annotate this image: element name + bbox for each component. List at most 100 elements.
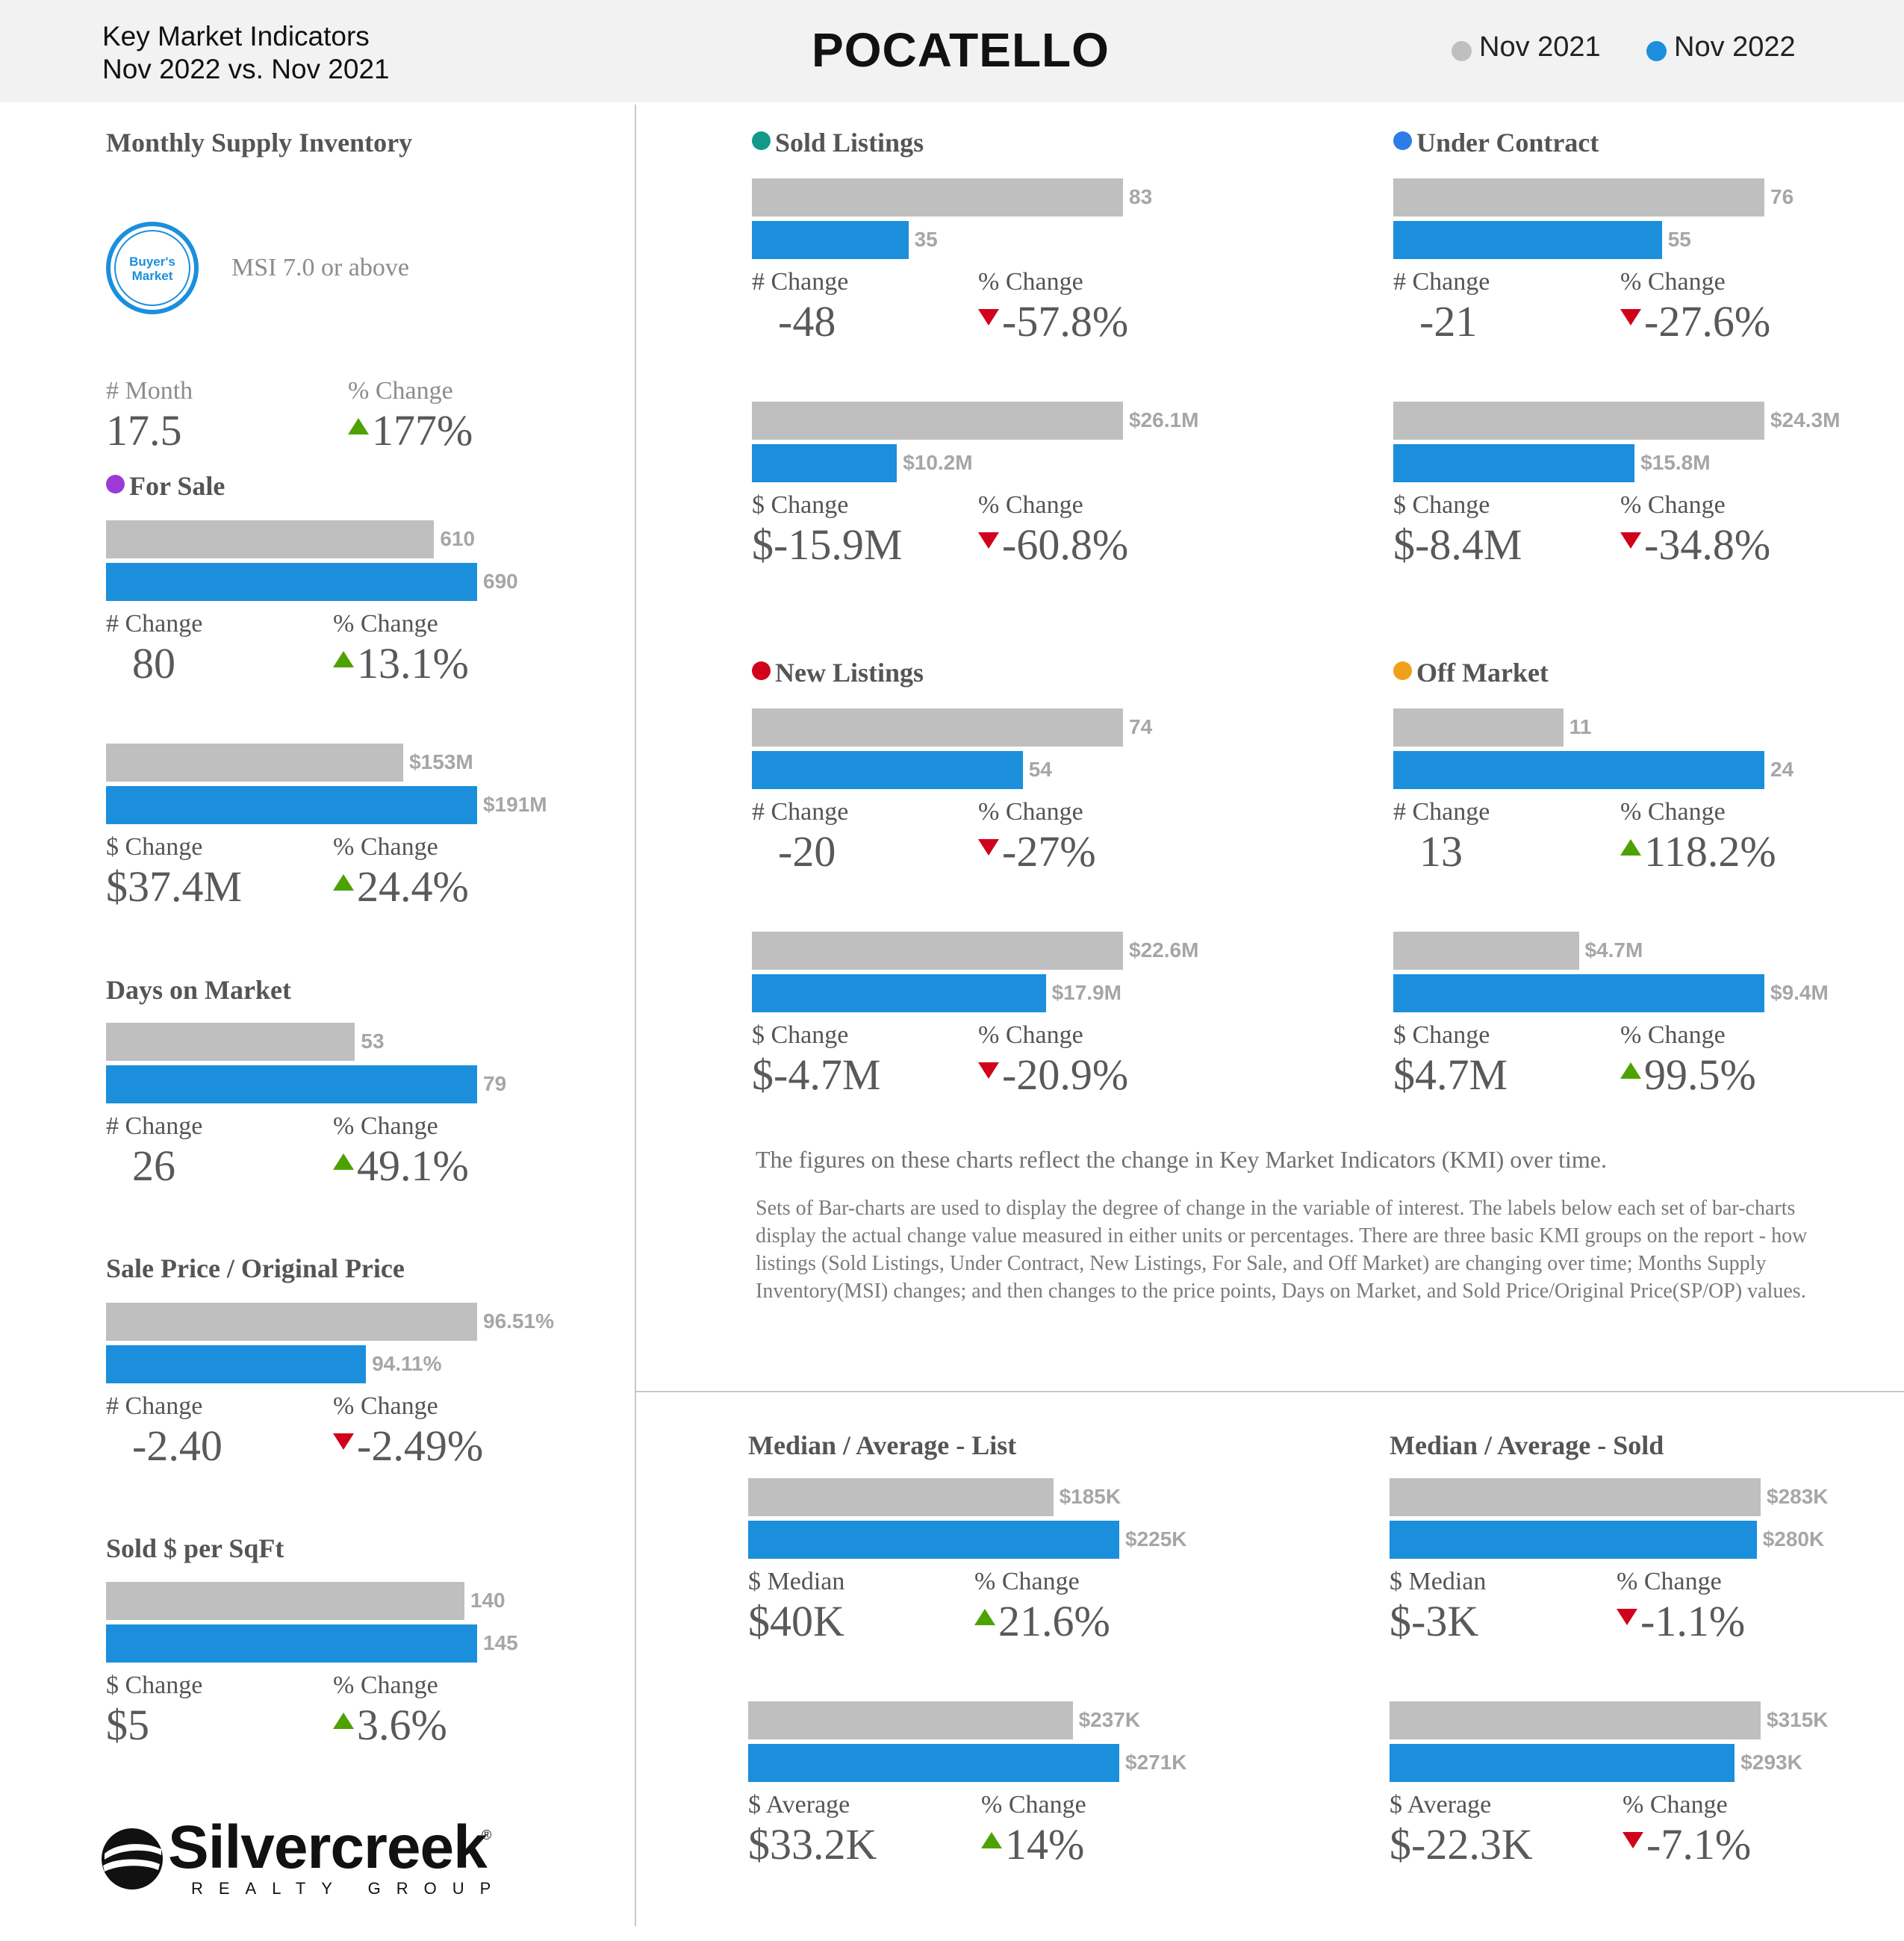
pct-text: 3.6%: [357, 1701, 447, 1749]
bar-curr: [1393, 751, 1764, 789]
bar-value-label: $10.2M: [903, 451, 973, 474]
bar-curr: [752, 751, 1023, 789]
for-sale-dot-icon: [106, 475, 125, 493]
pct-text: -27%: [1002, 827, 1096, 876]
pct-text: 13.1%: [357, 639, 469, 688]
change-label: $ Average: [748, 1791, 850, 1819]
up-arrow-icon: [333, 874, 354, 891]
section-title-new-listings: New Listings: [752, 657, 924, 688]
up-arrow-icon: [1620, 839, 1641, 856]
bar-prev: [106, 1023, 355, 1061]
bar-value-label: 54: [1028, 758, 1052, 781]
legend-curr-swatch: [1646, 41, 1667, 61]
bar-curr: [1390, 1521, 1757, 1559]
section-title-off-market: Off Market: [1393, 657, 1549, 688]
down-arrow-icon: [978, 839, 999, 856]
pct-text: -20.9%: [1002, 1050, 1129, 1099]
pct-change-label: % Change: [978, 798, 1083, 826]
pct-change-value: 14%: [981, 1819, 1084, 1869]
change-value: $-3K: [1390, 1597, 1479, 1645]
bar-prev: [752, 178, 1123, 216]
bar-value-label: $280K: [1762, 1527, 1825, 1551]
change-value: $4.7M: [1393, 1050, 1508, 1099]
pct-text: -7.1%: [1646, 1820, 1752, 1869]
change-value: $5: [106, 1701, 149, 1749]
section-title-sold-listings: Sold Listings: [752, 127, 924, 158]
pct-change-label: % Change: [1620, 1021, 1726, 1049]
legend-prev-label: Nov 2021: [1479, 31, 1601, 63]
bar-value-label: $237K: [1078, 1708, 1141, 1731]
pct-change-label: % Change: [1620, 491, 1726, 519]
pct-text: 14%: [1005, 1820, 1085, 1869]
section-title-sold-per-sqft: Sold $ per SqFt: [106, 1533, 284, 1563]
change-label: # Change: [752, 798, 849, 826]
bar-curr: [106, 1624, 477, 1663]
pct-text: -57.8%: [1002, 297, 1129, 346]
up-arrow-icon: [333, 651, 354, 667]
change-value: $-4.7M: [752, 1050, 881, 1099]
pct-change-label: % Change: [978, 491, 1083, 519]
bar-curr: [1393, 444, 1635, 482]
change-label: $ Change: [752, 1021, 849, 1049]
change-label: # Change: [1393, 268, 1490, 296]
bar-curr: [106, 786, 477, 824]
silvercreek-logo-mark-icon: [100, 1827, 164, 1891]
change-label: $ Change: [752, 491, 849, 519]
bar-value-label: $9.4M: [1770, 981, 1829, 1004]
new-listings-dot-icon: [752, 661, 771, 680]
change-label: # Change: [106, 1112, 203, 1140]
pct-change-label: % Change: [1620, 798, 1726, 826]
report-subtitle-line2: Nov 2022 vs. Nov 2021: [102, 54, 390, 84]
change-value: -20: [778, 827, 836, 876]
bar-value-label: 24: [1770, 758, 1794, 781]
change-label: $ Change: [106, 1671, 203, 1699]
change-label: $ Average: [1390, 1791, 1492, 1819]
bar-value-label: 79: [483, 1072, 507, 1095]
bar-value-label: $283K: [1767, 1485, 1829, 1508]
buyers-market-badge-icon: Buyer's Market: [105, 220, 200, 316]
pct-change-label: % Change: [981, 1791, 1086, 1819]
change-label: $ Change: [1393, 491, 1490, 519]
sold-listings-dot-icon: [752, 131, 771, 150]
bar-curr: [106, 1065, 477, 1103]
pct-change-label: % Change: [333, 833, 438, 861]
legend-curr-label: Nov 2022: [1674, 31, 1796, 63]
change-label: $ Median: [1390, 1568, 1487, 1595]
pct-change-label: % Change: [1623, 1791, 1728, 1819]
pct-text: 99.5%: [1644, 1050, 1756, 1099]
bar-curr: [752, 221, 909, 259]
up-arrow-icon: [333, 1153, 354, 1170]
change-value: $33.2K: [748, 1820, 877, 1869]
bar-prev: [106, 520, 435, 558]
pct-change-value: -20.9%: [978, 1050, 1128, 1100]
pct-change-label: % Change: [978, 1021, 1083, 1049]
bar-value-label: $191M: [483, 793, 547, 816]
pct-change-value: -34.8%: [1620, 520, 1770, 570]
bar-value-label: $22.6M: [1129, 938, 1199, 962]
bar-curr: [106, 563, 477, 601]
pct-text: -60.8%: [1002, 520, 1129, 569]
pct-change-label: % Change: [333, 1392, 438, 1420]
down-arrow-icon: [978, 309, 999, 325]
under-contract-dot-icon: [1393, 131, 1412, 150]
msi-condition: MSI 7.0 or above: [231, 254, 409, 281]
bar-value-label: $185K: [1059, 1485, 1121, 1508]
bar-prev: [748, 1478, 1054, 1516]
down-arrow-icon: [333, 1433, 354, 1450]
pct-change-value: 99.5%: [1620, 1050, 1756, 1100]
column-divider: [635, 105, 636, 1926]
note-detail: Sets of Bar-charts are used to display t…: [756, 1197, 1808, 1303]
bar-prev: [1390, 1478, 1761, 1516]
section-title-sold-prices: Median / Average - Sold: [1390, 1430, 1664, 1460]
pct-text: -2.49%: [357, 1421, 484, 1470]
pct-change-value: 21.6%: [974, 1596, 1110, 1646]
change-value: $-8.4M: [1393, 520, 1522, 569]
bar-value-label: $315K: [1767, 1708, 1829, 1731]
bar-value-label: 610: [440, 527, 476, 550]
section-title-for-sale: For Sale: [106, 470, 225, 502]
pct-change-label: % Change: [333, 1671, 438, 1699]
pct-change-label: % Change: [1620, 268, 1726, 296]
bar-value-label: 145: [483, 1631, 518, 1654]
bar-prev: [1390, 1701, 1761, 1739]
pct-text: -34.8%: [1644, 520, 1771, 569]
